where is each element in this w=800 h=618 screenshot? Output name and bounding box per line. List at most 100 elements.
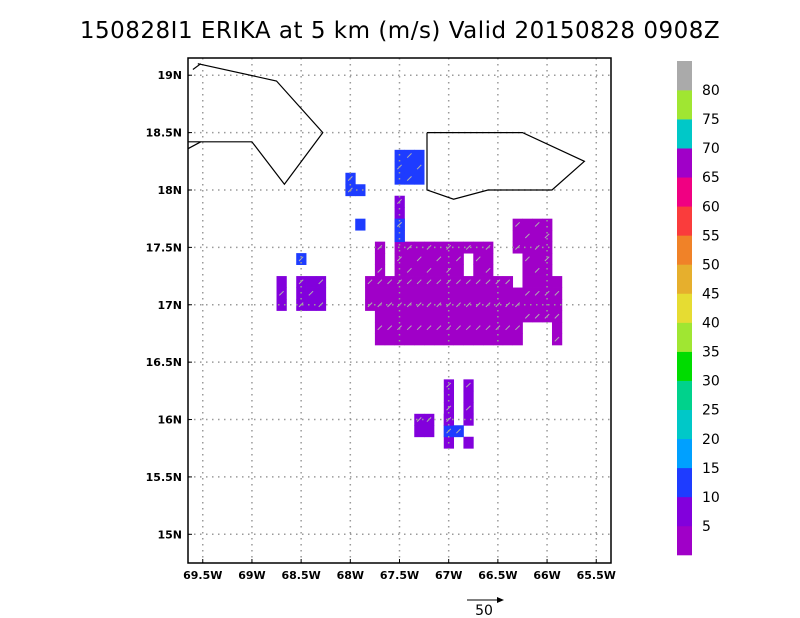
longitude-tick-labels: 69.5W 69W 68.5W 68W 67.5W 67W 66.5W 66W 65.5W xyxy=(183,559,616,582)
wind-cell xyxy=(315,287,327,300)
wind-vector xyxy=(387,279,393,285)
wind-vector xyxy=(406,325,412,331)
wind-vector xyxy=(278,290,284,296)
wind-vector xyxy=(515,325,521,331)
wind-vector xyxy=(436,302,442,308)
wind-vector xyxy=(446,405,452,411)
wind-cell xyxy=(453,287,464,300)
colorbar-segment xyxy=(677,264,692,294)
wind-cell xyxy=(542,276,553,288)
wind-vector xyxy=(446,325,452,331)
wind-vector xyxy=(524,233,530,239)
wind-vector xyxy=(416,417,422,423)
wind-cell xyxy=(532,276,543,288)
wind-cell xyxy=(443,253,455,265)
wind-vector xyxy=(446,267,452,273)
wind-cell xyxy=(453,310,464,323)
colorbar-segment xyxy=(677,293,692,323)
wind-cell xyxy=(424,287,435,300)
longitude-tick-label: 69W xyxy=(238,569,265,582)
longitude-tick-label: 67.5W xyxy=(380,569,419,582)
wind-cell xyxy=(384,310,395,323)
latitude-tick-label: 18.5N xyxy=(146,127,182,140)
wind-vector xyxy=(515,244,521,250)
wind-vector xyxy=(554,290,560,296)
wind-vector xyxy=(515,221,521,227)
wind-cell xyxy=(394,333,405,346)
wind-cell xyxy=(355,218,366,231)
wind-cell xyxy=(433,264,445,277)
colorbar-label: 45 xyxy=(702,287,720,303)
wind-vector xyxy=(456,325,461,331)
wind-cell xyxy=(483,287,494,300)
latitude-tick-label: 16N xyxy=(157,414,182,427)
wind-vector xyxy=(534,313,540,319)
wind-vector xyxy=(485,325,491,331)
wind-cell xyxy=(433,241,445,254)
wind-vector xyxy=(426,267,432,273)
colorbar-segment xyxy=(677,61,692,91)
colorbar-segment xyxy=(677,409,692,440)
wind-cell xyxy=(463,333,474,346)
latitude-tick-label: 18N xyxy=(157,184,182,197)
wind-vector xyxy=(426,325,432,331)
colorbar-segment xyxy=(677,90,692,120)
colorbar-segment xyxy=(677,351,692,381)
wind-cell xyxy=(424,253,435,265)
wind-cell xyxy=(512,287,523,300)
wind-vector xyxy=(416,302,422,308)
colorbar xyxy=(677,61,692,556)
longitude-tick-label: 69.5W xyxy=(183,569,222,582)
wind-vector xyxy=(377,267,383,273)
wind-cell xyxy=(404,310,415,323)
colorbar-label: 10 xyxy=(702,490,720,506)
wind-cell xyxy=(463,310,474,323)
colorbar-label: 15 xyxy=(702,461,720,477)
wind-cell xyxy=(522,299,533,311)
wind-vector xyxy=(515,302,521,308)
wind-vector xyxy=(406,176,412,181)
wind-cell xyxy=(374,310,386,323)
wind-cell xyxy=(522,241,533,254)
wind-cell xyxy=(394,241,405,254)
wind-vector xyxy=(534,290,540,296)
wind-vector xyxy=(475,302,481,308)
wind-cell xyxy=(463,287,474,300)
longitude-tick-label: 68W xyxy=(337,569,364,582)
colorbar-label: 40 xyxy=(702,316,720,332)
latitude-tick-label: 15N xyxy=(157,528,182,541)
wind-cell xyxy=(374,253,386,265)
coastline xyxy=(426,132,586,200)
colorbar-label: 80 xyxy=(702,83,720,99)
wind-speed-cells xyxy=(276,149,563,449)
wind-cell xyxy=(404,161,415,174)
wind-cell xyxy=(453,333,464,346)
colorbar-segment xyxy=(677,206,692,236)
wind-vector xyxy=(377,302,383,308)
wind-vector xyxy=(397,325,402,331)
wind-cell xyxy=(522,264,533,277)
wind-cell xyxy=(542,241,553,254)
wind-cell xyxy=(433,310,445,323)
longitude-tick-label: 65.5W xyxy=(577,569,616,582)
colorbar-labels: 5 10 15 20 25 30 35 40 45 50 55 60 65 70 75 80 xyxy=(702,83,720,535)
wind-cell xyxy=(374,333,386,346)
wind-cell xyxy=(414,241,425,254)
wind-vector xyxy=(367,302,373,308)
wind-vector xyxy=(505,279,511,285)
wind-cell xyxy=(394,207,405,220)
wind-vector xyxy=(406,244,412,250)
colorbar-segment xyxy=(677,496,692,527)
wind-cell xyxy=(394,149,405,162)
wind-cell xyxy=(502,310,514,323)
wind-cell xyxy=(414,310,425,323)
colorbar-segment xyxy=(677,148,692,178)
wind-vector xyxy=(416,164,422,170)
longitude-tick-label: 68.5W xyxy=(281,569,320,582)
wind-cell xyxy=(424,425,435,438)
wind-cell xyxy=(355,184,366,197)
reference-vector: 50 xyxy=(467,597,504,618)
wind-vector xyxy=(505,325,511,331)
wind-cell xyxy=(453,264,464,277)
wind-vector xyxy=(406,279,412,285)
